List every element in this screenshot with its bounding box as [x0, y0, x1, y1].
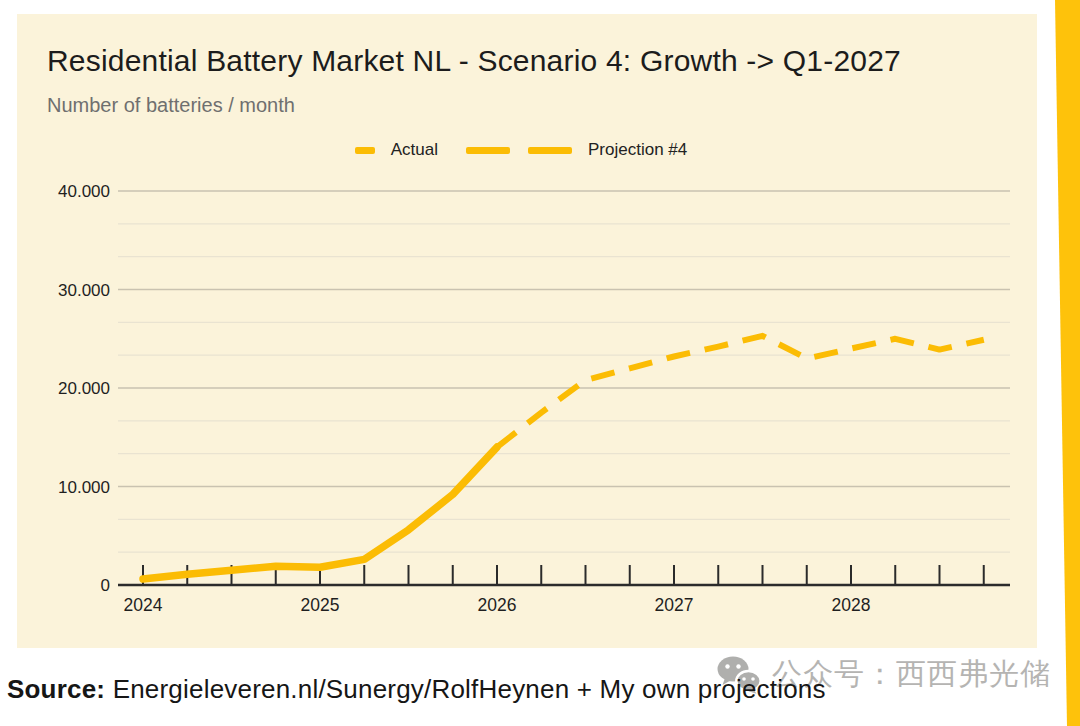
source-text: Energieleveren.nl/Sunergy/RolfHeynen + M…: [113, 674, 826, 704]
svg-text:20.000: 20.000: [58, 379, 110, 398]
chart-card: Residential Battery Market NL - Scenario…: [17, 14, 1037, 648]
svg-text:2024: 2024: [124, 595, 163, 615]
svg-text:2027: 2027: [655, 595, 694, 615]
source-line: Source: Energieleveren.nl/Sunergy/RolfHe…: [7, 674, 826, 705]
svg-text:40.000: 40.000: [58, 182, 110, 201]
svg-text:30.000: 30.000: [58, 281, 110, 300]
source-label: Source:: [7, 674, 105, 704]
svg-text:2026: 2026: [478, 595, 517, 615]
svg-text:2028: 2028: [832, 595, 871, 615]
accent-stripe: [1050, 0, 1080, 726]
svg-text:10.000: 10.000: [58, 478, 110, 497]
svg-text:2025: 2025: [301, 595, 340, 615]
svg-text:0: 0: [101, 576, 110, 595]
line-chart-plot: 0 10.000 20.000 30.000 40.000 2024 2025 2026 202…: [17, 14, 1037, 648]
